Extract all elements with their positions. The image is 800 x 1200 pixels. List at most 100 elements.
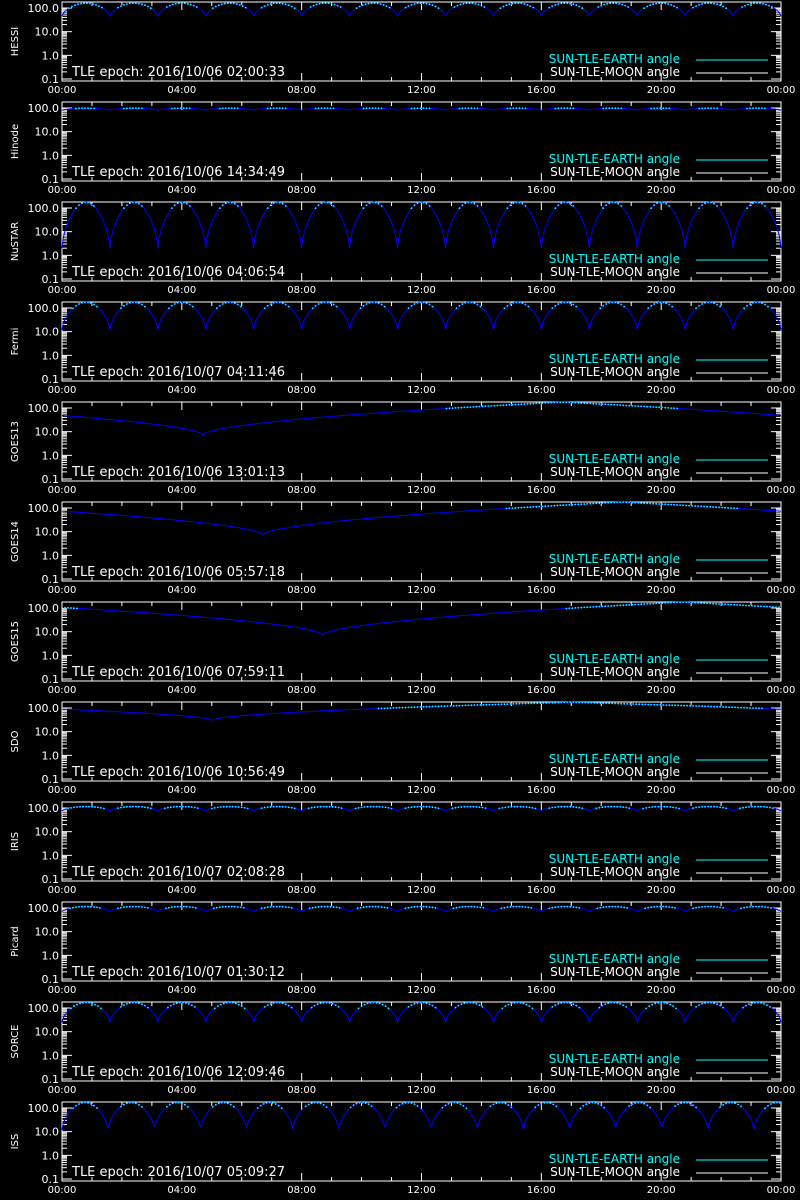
series-sun-tle-earth-point [678,807,680,810]
series-sun-tle-earth-point [461,303,464,305]
series-sun-tle-earth-point [695,806,697,809]
series-sun-tle-earth-point [543,1101,546,1104]
series-sun-tle-earth-point [598,605,601,608]
series-sun-tle-earth-point [313,806,316,809]
series-sun-tle-earth-point [375,805,378,808]
series-sun-tle-earth-point [575,305,578,308]
series-sun-tle-earth-point [511,403,514,406]
series-sun-tle-earth-point [646,1104,649,1107]
series-sun-tle-earth-point [666,1002,669,1005]
series-sun-tle-earth-point [150,807,152,810]
series-sun-tle-earth-point [731,706,733,709]
xtick-label: 20:00 [647,285,676,296]
series-sun-tle-earth-point [325,1001,328,1004]
series-sun-tle-earth-point [103,807,105,810]
series-sun-tle-earth-point [141,3,143,6]
series-sun-tle-earth-point [497,703,500,706]
series-sun-tle-earth-point [469,805,472,808]
series-sun-tle-earth-point [740,907,742,910]
series-sun-tle-earth-point [610,501,613,504]
series-sun-tle-earth-point [620,107,623,110]
series-sun-tle-earth-point [655,406,658,409]
series-sun-tle-earth-point [365,107,368,110]
series-sun-tle-earth-point [463,805,466,808]
xtick-label: 16:00 [527,885,556,896]
series-sun-tle-earth-point [524,906,527,908]
series-sun-tle-earth-point [314,906,317,909]
series-sun-tle-earth-point [478,1004,481,1006]
series-sun-tle-earth-point [86,2,88,5]
series-sun-tle-earth-point [620,205,623,207]
xtick-label: 16:00 [527,185,556,196]
series-sun-tle-moon [61,107,782,111]
series-sun-tle-earth-point [141,303,143,306]
ytick-label: 10.0 [35,526,60,539]
legend-sun-earth-label: SUN-TLE-EARTH angle [549,1052,680,1066]
series-sun-tle-earth-point [425,202,428,205]
series-sun-tle-earth-point [392,707,395,709]
series-sun-tle-earth-point [655,2,658,5]
series-sun-tle-earth-point [548,907,551,910]
series-sun-tle-earth-point [554,806,557,808]
series-sun-tle-earth-point [461,204,464,207]
series-sun-tle-earth-point [581,7,584,10]
series-sun-tle-earth-point [213,807,216,809]
series-sun-tle-earth-point [515,201,518,204]
xtick-label: 20:00 [647,885,676,896]
series-sun-tle-earth-point [87,905,89,908]
series-sun-tle-earth-point [370,2,373,5]
legend-sun-earth-label: SUN-TLE-EARTH angle [549,452,680,466]
series-sun-tle-earth-point [716,1003,718,1006]
series-sun-tle-earth-point [317,906,320,908]
series-sun-tle-earth-point [190,806,193,808]
series-sun-tle-earth-point [428,3,431,6]
series-sun-tle-earth-point [437,7,440,10]
series-sun-tle-earth-point [752,905,754,908]
series-sun-tle-earth-point [355,1102,358,1105]
series-sun-tle-earth-point [173,303,176,305]
series-sun-tle-earth-point [608,702,611,705]
xtick-label: 20:00 [647,985,676,996]
series-sun-tle-earth-point [560,905,563,908]
series-sun-tle-earth-point [650,207,653,210]
series-sun-tle-earth-point [698,107,700,110]
legend-sun-earth-label: SUN-TLE-EARTH angle [549,752,680,766]
series-sun-tle-earth-point [692,705,694,707]
series-sun-tle-earth-point [649,502,652,505]
series-sun-tle-earth-point [70,807,72,809]
series-sun-tle-earth-point [141,806,143,808]
series-sun-tle-earth-point [220,3,223,6]
series-sun-tle-earth-point [612,2,615,5]
series-sun-tle-earth-point [463,1002,466,1005]
xtick-label: 00:00 [767,985,796,996]
series-sun-tle-earth-point [607,1002,610,1005]
series-sun-tle-earth-point [660,1001,663,1004]
series-sun-tle-earth-point [572,1003,575,1006]
series-sun-tle-earth-point [284,906,287,908]
series-sun-tle-earth-point [524,303,527,306]
xtick-label: 00:00 [48,185,77,196]
series-sun-tle-earth-point [759,2,761,5]
series-sun-tle-earth-point [565,607,568,610]
series-sun-tle-earth-point [434,907,437,909]
series-sun-tle-earth-point [193,1006,196,1008]
tle-epoch-text: TLE epoch: 2016/10/07 01:30:12 [71,965,285,980]
series-sun-tle-earth-point [310,1006,313,1009]
series-sun-tle-earth-point [746,906,748,909]
series-sun-tle-earth-point [463,406,466,409]
series-sun-tle-earth-point [467,301,470,304]
series-sun-tle-earth-point [494,703,497,706]
series-sun-tle-earth-point [730,603,732,606]
series-sun-tle-earth-point [188,303,191,306]
series-sun-tle-earth-point [359,307,362,310]
series-sun-tle-earth-point [368,202,371,205]
series-sun-tle-earth-point [221,303,224,305]
ytick-label: 0.1 [42,1173,60,1186]
series-sun-tle-earth-point [500,907,503,910]
series-sun-tle-earth-point [278,301,281,304]
series-sun-tle-earth-point [623,305,626,308]
series-sun-tle-earth-point [275,805,278,808]
series-sun-tle-earth-point [560,2,563,5]
series-sun-tle-earth-point [61,606,63,609]
series-sun-tle-earth-point [582,1104,585,1107]
